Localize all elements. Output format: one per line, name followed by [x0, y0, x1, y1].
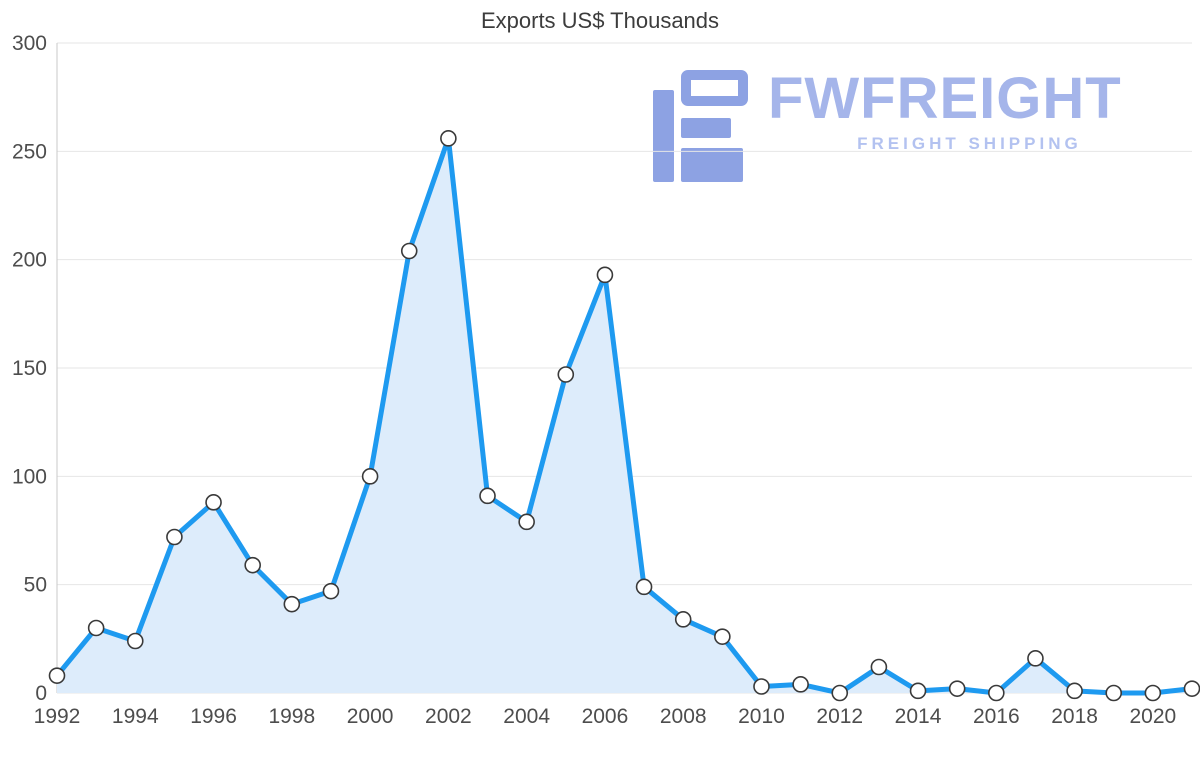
x-tick-label: 2008	[660, 705, 707, 728]
y-tick-label: 200	[12, 249, 47, 272]
data-point-2018[interactable]	[1066, 682, 1083, 700]
data-point-1999[interactable]	[322, 582, 340, 600]
x-tick-label: 2012	[816, 705, 863, 728]
data-point-1992[interactable]	[48, 667, 66, 684]
data-point-2000[interactable]	[361, 468, 379, 485]
data-point-1997[interactable]	[244, 556, 261, 574]
data-point-2012[interactable]	[831, 684, 849, 702]
y-tick-label: 100	[12, 465, 47, 488]
x-tick-label: 2018	[1051, 705, 1098, 728]
data-point-2006[interactable]	[596, 266, 614, 284]
data-point-1993[interactable]	[87, 619, 105, 637]
y-tick-label: 0	[35, 682, 47, 705]
data-point-2011[interactable]	[792, 676, 809, 693]
x-tick-label: 2006	[582, 705, 629, 728]
data-point-2007[interactable]	[635, 578, 653, 596]
data-point-2015[interactable]	[948, 680, 966, 697]
x-tick-label: 2004	[503, 705, 550, 728]
data-point-2005[interactable]	[557, 366, 575, 383]
y-tick-label: 50	[24, 574, 47, 597]
data-point-1994[interactable]	[126, 632, 144, 650]
data-point-2010[interactable]	[753, 678, 770, 695]
x-tick-label: 1994	[112, 705, 159, 728]
data-point-2009[interactable]	[714, 628, 731, 645]
data-point-2002[interactable]	[440, 130, 457, 147]
x-tick-label: 2002	[425, 705, 472, 728]
data-point-2019[interactable]	[1105, 684, 1123, 702]
x-tick-label: 2014	[895, 705, 942, 728]
data-point-2003[interactable]	[479, 487, 496, 505]
data-point-1996[interactable]	[205, 494, 222, 511]
data-point-2001[interactable]	[400, 242, 418, 260]
data-point-2014[interactable]	[909, 682, 927, 700]
data-point-2020[interactable]	[1144, 684, 1162, 702]
data-point-2016[interactable]	[988, 684, 1005, 702]
y-tick-label: 150	[12, 357, 47, 380]
data-point-2017[interactable]	[1027, 650, 1044, 667]
x-tick-label: 2020	[1130, 705, 1177, 728]
x-tick-label: 1992	[34, 705, 81, 728]
x-tick-label: 2016	[973, 705, 1020, 728]
data-point-2008[interactable]	[674, 611, 692, 628]
x-tick-label: 1998	[268, 705, 315, 728]
x-tick-label: 1996	[190, 705, 237, 728]
x-tick-label: 2010	[738, 705, 785, 728]
data-point-1995[interactable]	[166, 528, 183, 546]
data-point-2013[interactable]	[870, 658, 888, 676]
series-area	[57, 138, 1192, 694]
data-point-1998[interactable]	[283, 595, 301, 613]
chart-title: Exports US$ Thousands	[480, 8, 720, 33]
y-tick-label: 300	[12, 32, 47, 55]
data-point-2021[interactable]	[1183, 680, 1200, 697]
series-line	[54, 135, 1195, 696]
x-tick-label: 2000	[347, 705, 394, 728]
data-point-2004[interactable]	[518, 513, 535, 531]
y-tick-label: 250	[12, 140, 47, 163]
